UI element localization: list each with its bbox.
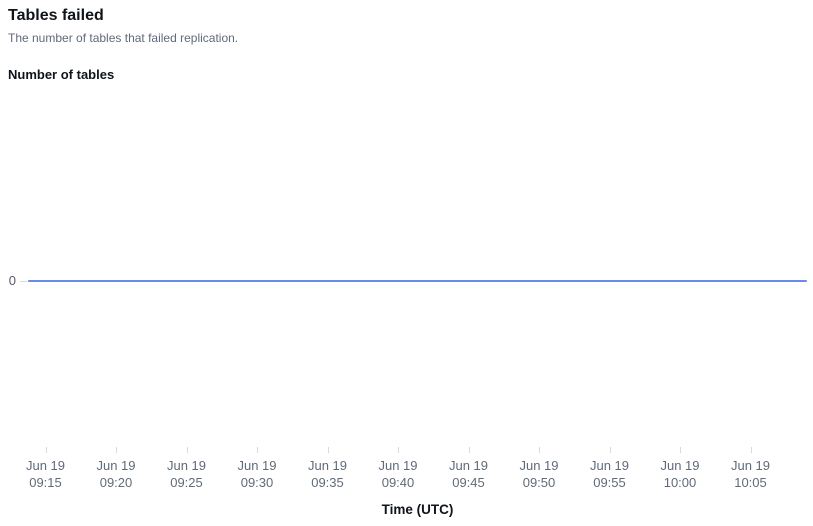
x-axis-tick-label-time: 10:00 — [663, 475, 697, 490]
y-axis-tick-label: 0 — [8, 273, 16, 288]
chart-plot-area[interactable]: 0 Jun 19 09:15 Jun 19 09:20 Jun 19 09:25 Jun 1… — [0, 90, 813, 490]
x-axis-tick-mark — [539, 447, 540, 453]
x-axis-tick-label-date: Jun 19 — [730, 458, 771, 473]
x-axis-tick-label-date: Jun 19 — [96, 458, 136, 473]
y-axis-tick-mark — [20, 281, 27, 282]
x-axis-tick-label-time: 10:05 — [734, 475, 767, 490]
x-axis-tick-mark — [680, 447, 681, 453]
x-axis-tick-label-time: 09:55 — [593, 475, 626, 490]
x-axis-tick-mark — [116, 447, 117, 453]
x-axis-tick-label-date: Jun 19 — [448, 458, 489, 473]
x-axis-tick-label-date: Jun 19 — [166, 458, 207, 473]
x-axis-tick-label: Jun 19 09:50 — [504, 457, 574, 491]
x-axis-tick-mark — [257, 447, 258, 453]
x-axis-tick-label-date: Jun 19 — [589, 458, 630, 473]
y-axis-title: Number of tables — [8, 67, 115, 82]
widget-title: Tables failed — [8, 7, 104, 24]
x-axis-tick-label: Jun 19 09:55 — [575, 457, 645, 491]
x-axis-tick-mark — [327, 447, 329, 453]
x-axis-tick-label-time: 09:40 — [381, 475, 415, 490]
x-axis-tick-mark — [398, 447, 399, 453]
x-axis-tick-label: Jun 19 09:40 — [363, 457, 433, 491]
x-axis-tick-label: Jun 19 09:25 — [152, 457, 222, 491]
x-axis-tick-label: Jun 19 09:35 — [293, 457, 363, 491]
x-axis-tick-label-time: 09:35 — [311, 475, 344, 490]
x-axis-tick-label-date: Jun 19 — [307, 458, 348, 473]
x-axis-tick-label-date: Jun 19 — [25, 458, 66, 473]
x-axis-tick-label: Jun 19 09:45 — [434, 457, 504, 491]
x-axis-tick-mark — [468, 447, 470, 453]
x-axis-title: Time (UTC) — [381, 502, 454, 517]
x-axis-tick-label: Jun 19 10:00 — [645, 457, 715, 491]
x-axis-tick-label-date: Jun 19 — [660, 458, 700, 473]
x-axis-tick-label-time: 09:45 — [452, 475, 485, 490]
widget-description: The number of tables that failed replica… — [8, 31, 239, 45]
x-axis-tick-label-time: 09:30 — [240, 475, 274, 490]
x-axis-tick-label-time: 09:15 — [29, 475, 62, 490]
x-axis-tick-label-date: Jun 19 — [378, 458, 418, 473]
x-axis-tick-mark — [45, 447, 47, 453]
x-axis-tick-mark — [750, 447, 752, 453]
x-axis-tick-label-time: 09:50 — [522, 475, 556, 490]
x-axis-tick-mark — [186, 447, 188, 453]
x-axis-tick-label-date: Jun 19 — [237, 458, 277, 473]
x-axis-tick-label-date: Jun 19 — [519, 458, 559, 473]
series-line-tables-failed — [28, 280, 807, 282]
x-axis-tick-label: Jun 19 09:20 — [81, 457, 151, 491]
x-axis-tick-label: Jun 19 09:30 — [222, 457, 292, 491]
x-axis-tick-label: Jun 19 09:15 — [11, 457, 81, 491]
x-axis-tick-mark — [609, 447, 611, 453]
x-axis-tick-label-time: 09:20 — [99, 475, 133, 490]
x-axis-tick-label-time: 09:25 — [170, 475, 203, 490]
x-axis-tick-label: Jun 19 10:05 — [716, 457, 786, 491]
